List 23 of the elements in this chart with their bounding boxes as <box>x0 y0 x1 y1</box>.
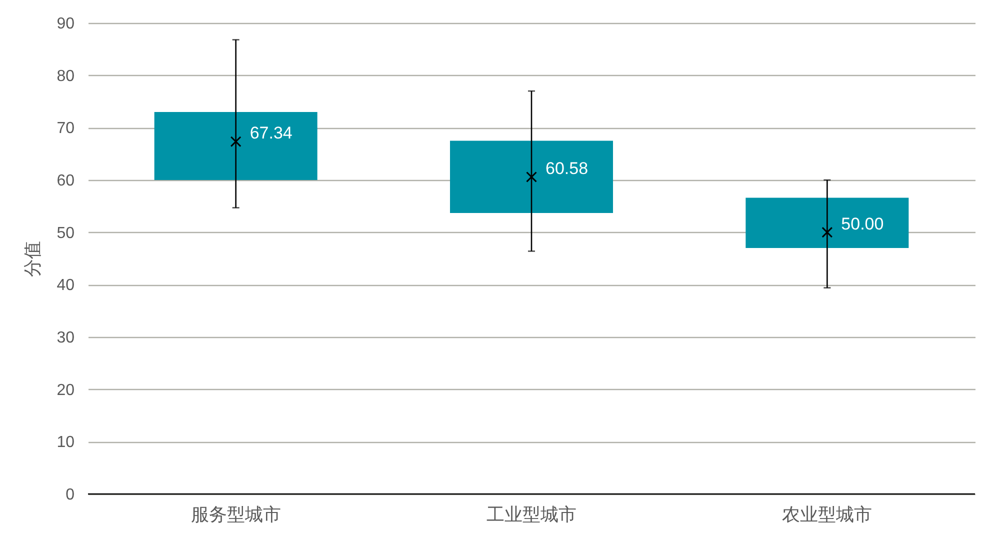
data-label: 50.00 <box>841 214 884 234</box>
bar <box>450 140 613 213</box>
data-label: 60.58 <box>546 158 588 178</box>
y-tick-label: 40 <box>56 277 75 294</box>
bar <box>154 112 318 180</box>
bar <box>746 198 909 248</box>
y-tick-label: 70 <box>56 120 75 138</box>
y-tick-label: 50 <box>56 224 75 242</box>
point <box>822 226 833 238</box>
y-tick-label: 90 <box>56 16 75 32</box>
x-tick-label: 服务型城市 <box>190 504 281 524</box>
y-tick-label: 30 <box>56 330 75 346</box>
data-label: 67.34 <box>250 124 292 143</box>
x-tick-label: 农业型城市 <box>782 504 872 524</box>
y-tick-label: 80 <box>56 68 75 85</box>
point <box>526 171 537 182</box>
x-tick-label: 工业型城市 <box>486 504 576 524</box>
y-tick-label: 10 <box>56 434 75 452</box>
y-axis-title: 分值 <box>22 241 43 277</box>
point <box>230 136 242 148</box>
y-tick-label: 60 <box>56 172 75 190</box>
y-tick-label: 0 <box>66 486 75 504</box>
y-tick-label: 20 <box>56 382 75 399</box>
